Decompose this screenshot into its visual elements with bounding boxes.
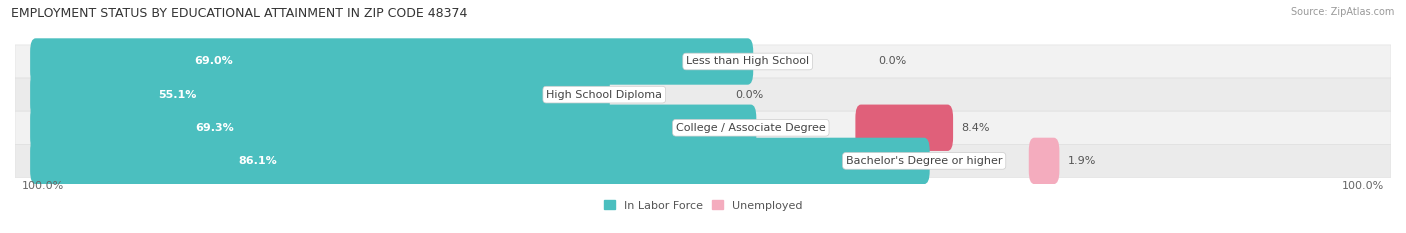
Text: Less than High School: Less than High School [686, 56, 810, 66]
FancyBboxPatch shape [15, 78, 1391, 111]
Text: 0.0%: 0.0% [879, 56, 907, 66]
FancyBboxPatch shape [855, 105, 953, 151]
FancyBboxPatch shape [15, 144, 1391, 178]
FancyBboxPatch shape [30, 105, 756, 151]
FancyBboxPatch shape [15, 45, 1391, 78]
FancyBboxPatch shape [1029, 138, 1059, 184]
Text: EMPLOYMENT STATUS BY EDUCATIONAL ATTAINMENT IN ZIP CODE 48374: EMPLOYMENT STATUS BY EDUCATIONAL ATTAINM… [11, 7, 468, 20]
FancyBboxPatch shape [30, 38, 754, 85]
Text: 69.3%: 69.3% [195, 123, 233, 133]
Text: 100.0%: 100.0% [1341, 182, 1384, 192]
Text: 8.4%: 8.4% [962, 123, 990, 133]
Text: 55.1%: 55.1% [159, 90, 197, 100]
Text: 86.1%: 86.1% [239, 156, 277, 166]
Text: 1.9%: 1.9% [1067, 156, 1097, 166]
Text: Bachelor's Degree or higher: Bachelor's Degree or higher [846, 156, 1002, 166]
Legend: In Labor Force, Unemployed: In Labor Force, Unemployed [603, 200, 803, 211]
FancyBboxPatch shape [30, 138, 929, 184]
Text: 100.0%: 100.0% [22, 182, 65, 192]
Text: College / Associate Degree: College / Associate Degree [676, 123, 825, 133]
Text: High School Diploma: High School Diploma [547, 90, 662, 100]
Text: 0.0%: 0.0% [735, 90, 763, 100]
FancyBboxPatch shape [30, 72, 610, 118]
Text: 69.0%: 69.0% [194, 56, 233, 66]
Text: Source: ZipAtlas.com: Source: ZipAtlas.com [1291, 7, 1395, 17]
FancyBboxPatch shape [15, 111, 1391, 144]
